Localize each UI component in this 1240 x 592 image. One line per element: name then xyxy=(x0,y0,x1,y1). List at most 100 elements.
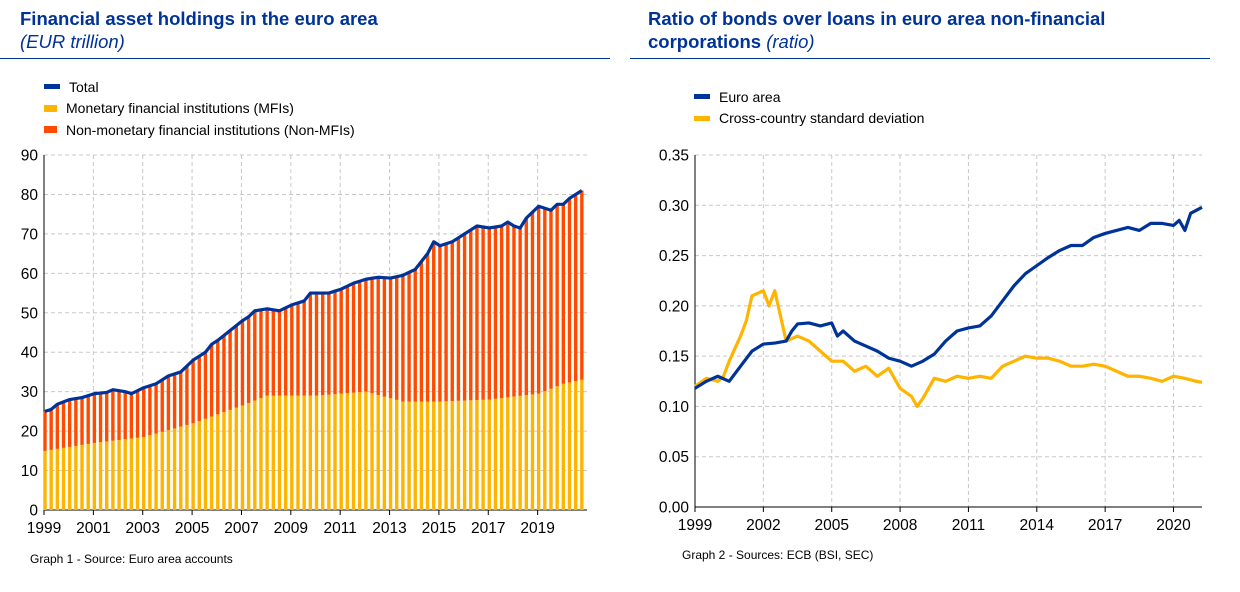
bar-mfi xyxy=(543,391,547,510)
bar-mfi xyxy=(92,442,97,510)
bar-non-mfi xyxy=(216,340,220,415)
bar-mfi xyxy=(74,445,78,510)
bar-non-mfi xyxy=(197,356,201,422)
bar-mfi xyxy=(203,418,208,510)
bar-mfi xyxy=(142,437,146,510)
bar-mfi xyxy=(296,395,300,510)
bar-mfi xyxy=(80,444,84,510)
x-tick-label: 2003 xyxy=(125,520,159,537)
bar-mfi xyxy=(357,392,362,510)
bar-non-mfi xyxy=(333,291,337,395)
bar-mfi xyxy=(240,405,245,510)
bar-mfi xyxy=(462,400,467,510)
bar-non-mfi xyxy=(49,409,53,450)
bar-mfi xyxy=(487,399,491,510)
bar-non-mfi xyxy=(290,304,294,396)
bar-mfi xyxy=(493,398,498,510)
x-tick-label: 1999 xyxy=(27,520,61,537)
bar-non-mfi xyxy=(450,241,454,402)
bar-mfi xyxy=(160,431,164,510)
bar-non-mfi xyxy=(327,293,331,395)
bar-non-mfi xyxy=(364,279,368,392)
bar-non-mfi xyxy=(462,233,467,401)
bar-non-mfi xyxy=(376,277,380,395)
bar-mfi xyxy=(549,388,553,510)
bar-mfi xyxy=(246,403,251,510)
bar-non-mfi xyxy=(135,390,140,438)
bar-non-mfi xyxy=(277,310,282,396)
bar-non-mfi xyxy=(142,387,146,438)
bar-non-mfi xyxy=(253,310,257,401)
bar-mfi xyxy=(413,401,417,510)
bar-mfi xyxy=(129,438,134,510)
chart-title-text-line2: corporations xyxy=(648,31,762,52)
bar-non-mfi xyxy=(302,300,306,396)
bar-non-mfi xyxy=(191,360,195,424)
bar-mfi xyxy=(425,401,430,510)
x-tick-label: 1999 xyxy=(678,517,712,534)
bar-mfi xyxy=(314,395,319,510)
bar-non-mfi xyxy=(148,385,152,436)
bar-mfi xyxy=(376,394,380,510)
y-tick-label: 80 xyxy=(21,187,39,204)
bar-non-mfi xyxy=(185,366,189,425)
bar-mfi xyxy=(123,439,127,510)
bar-non-mfi xyxy=(222,335,226,413)
bar-non-mfi xyxy=(536,206,541,394)
x-tick-label: 2020 xyxy=(1156,517,1191,534)
bar-non-mfi xyxy=(351,283,356,393)
bar-non-mfi xyxy=(43,411,47,451)
legend-item-non-mfi: Non-monetary financial institutions (Non… xyxy=(44,119,355,141)
bar-non-mfi xyxy=(524,218,528,396)
legend-label: Monetary financial institutions (MFIs) xyxy=(66,100,294,117)
bar-non-mfi xyxy=(228,330,232,410)
bar-mfi xyxy=(179,426,183,510)
x-tick-label: 2002 xyxy=(746,517,780,534)
legend-item-total: Total xyxy=(44,76,355,98)
bar-mfi xyxy=(555,386,559,510)
bar-mfi xyxy=(506,397,510,510)
bar-non-mfi xyxy=(444,243,448,402)
bar-non-mfi xyxy=(74,398,78,446)
bar-non-mfi xyxy=(530,212,535,395)
chart-panel-bonds-loans-ratio: Ratio of bonds over loans in euro area n… xyxy=(630,0,1240,592)
bar-mfi xyxy=(432,401,436,510)
y-tick-label: 70 xyxy=(21,226,39,243)
x-tick-label: 2007 xyxy=(224,520,258,537)
y-tick-label: 10 xyxy=(21,463,39,480)
y-tick-label: 0.35 xyxy=(659,148,689,165)
bar-mfi xyxy=(382,396,387,510)
y-tick-label: 0.25 xyxy=(659,248,689,265)
bar-non-mfi xyxy=(80,397,84,445)
chart-source: Graph 2 - Sources: ECB (BSI, SEC) xyxy=(682,548,874,562)
bar-mfi xyxy=(197,421,201,510)
bar-non-mfi xyxy=(67,399,72,447)
bar-non-mfi xyxy=(92,393,97,443)
bar-mfi xyxy=(388,398,393,510)
bar-mfi xyxy=(67,446,72,510)
x-tick-label: 2017 xyxy=(471,520,505,537)
bar-mfi xyxy=(49,449,53,510)
title-divider xyxy=(630,58,1210,59)
bar-non-mfi xyxy=(345,286,350,394)
bar-non-mfi xyxy=(283,307,288,396)
bar-non-mfi xyxy=(413,269,417,402)
bar-non-mfi xyxy=(117,390,121,440)
legend-swatch-mfi xyxy=(44,104,57,112)
bar-non-mfi xyxy=(580,190,584,380)
title-divider xyxy=(0,58,610,59)
bar-non-mfi xyxy=(407,272,411,402)
bar-non-mfi xyxy=(123,391,127,440)
chart-legend: Total Monetary financial institutions (M… xyxy=(44,76,355,141)
bar-mfi xyxy=(481,399,485,510)
chart-title: Financial asset holdings in the euro are… xyxy=(20,7,378,53)
bar-mfi xyxy=(98,442,103,510)
bar-non-mfi xyxy=(512,226,516,397)
bar-non-mfi xyxy=(518,227,522,396)
bar-non-mfi xyxy=(160,379,164,432)
x-tick-label: 2008 xyxy=(883,517,917,534)
bar-non-mfi xyxy=(55,404,60,449)
bar-non-mfi xyxy=(506,222,510,398)
legend-item-std-dev: Cross-country standard deviation xyxy=(694,108,924,130)
x-tick-label: 2011 xyxy=(952,517,985,534)
